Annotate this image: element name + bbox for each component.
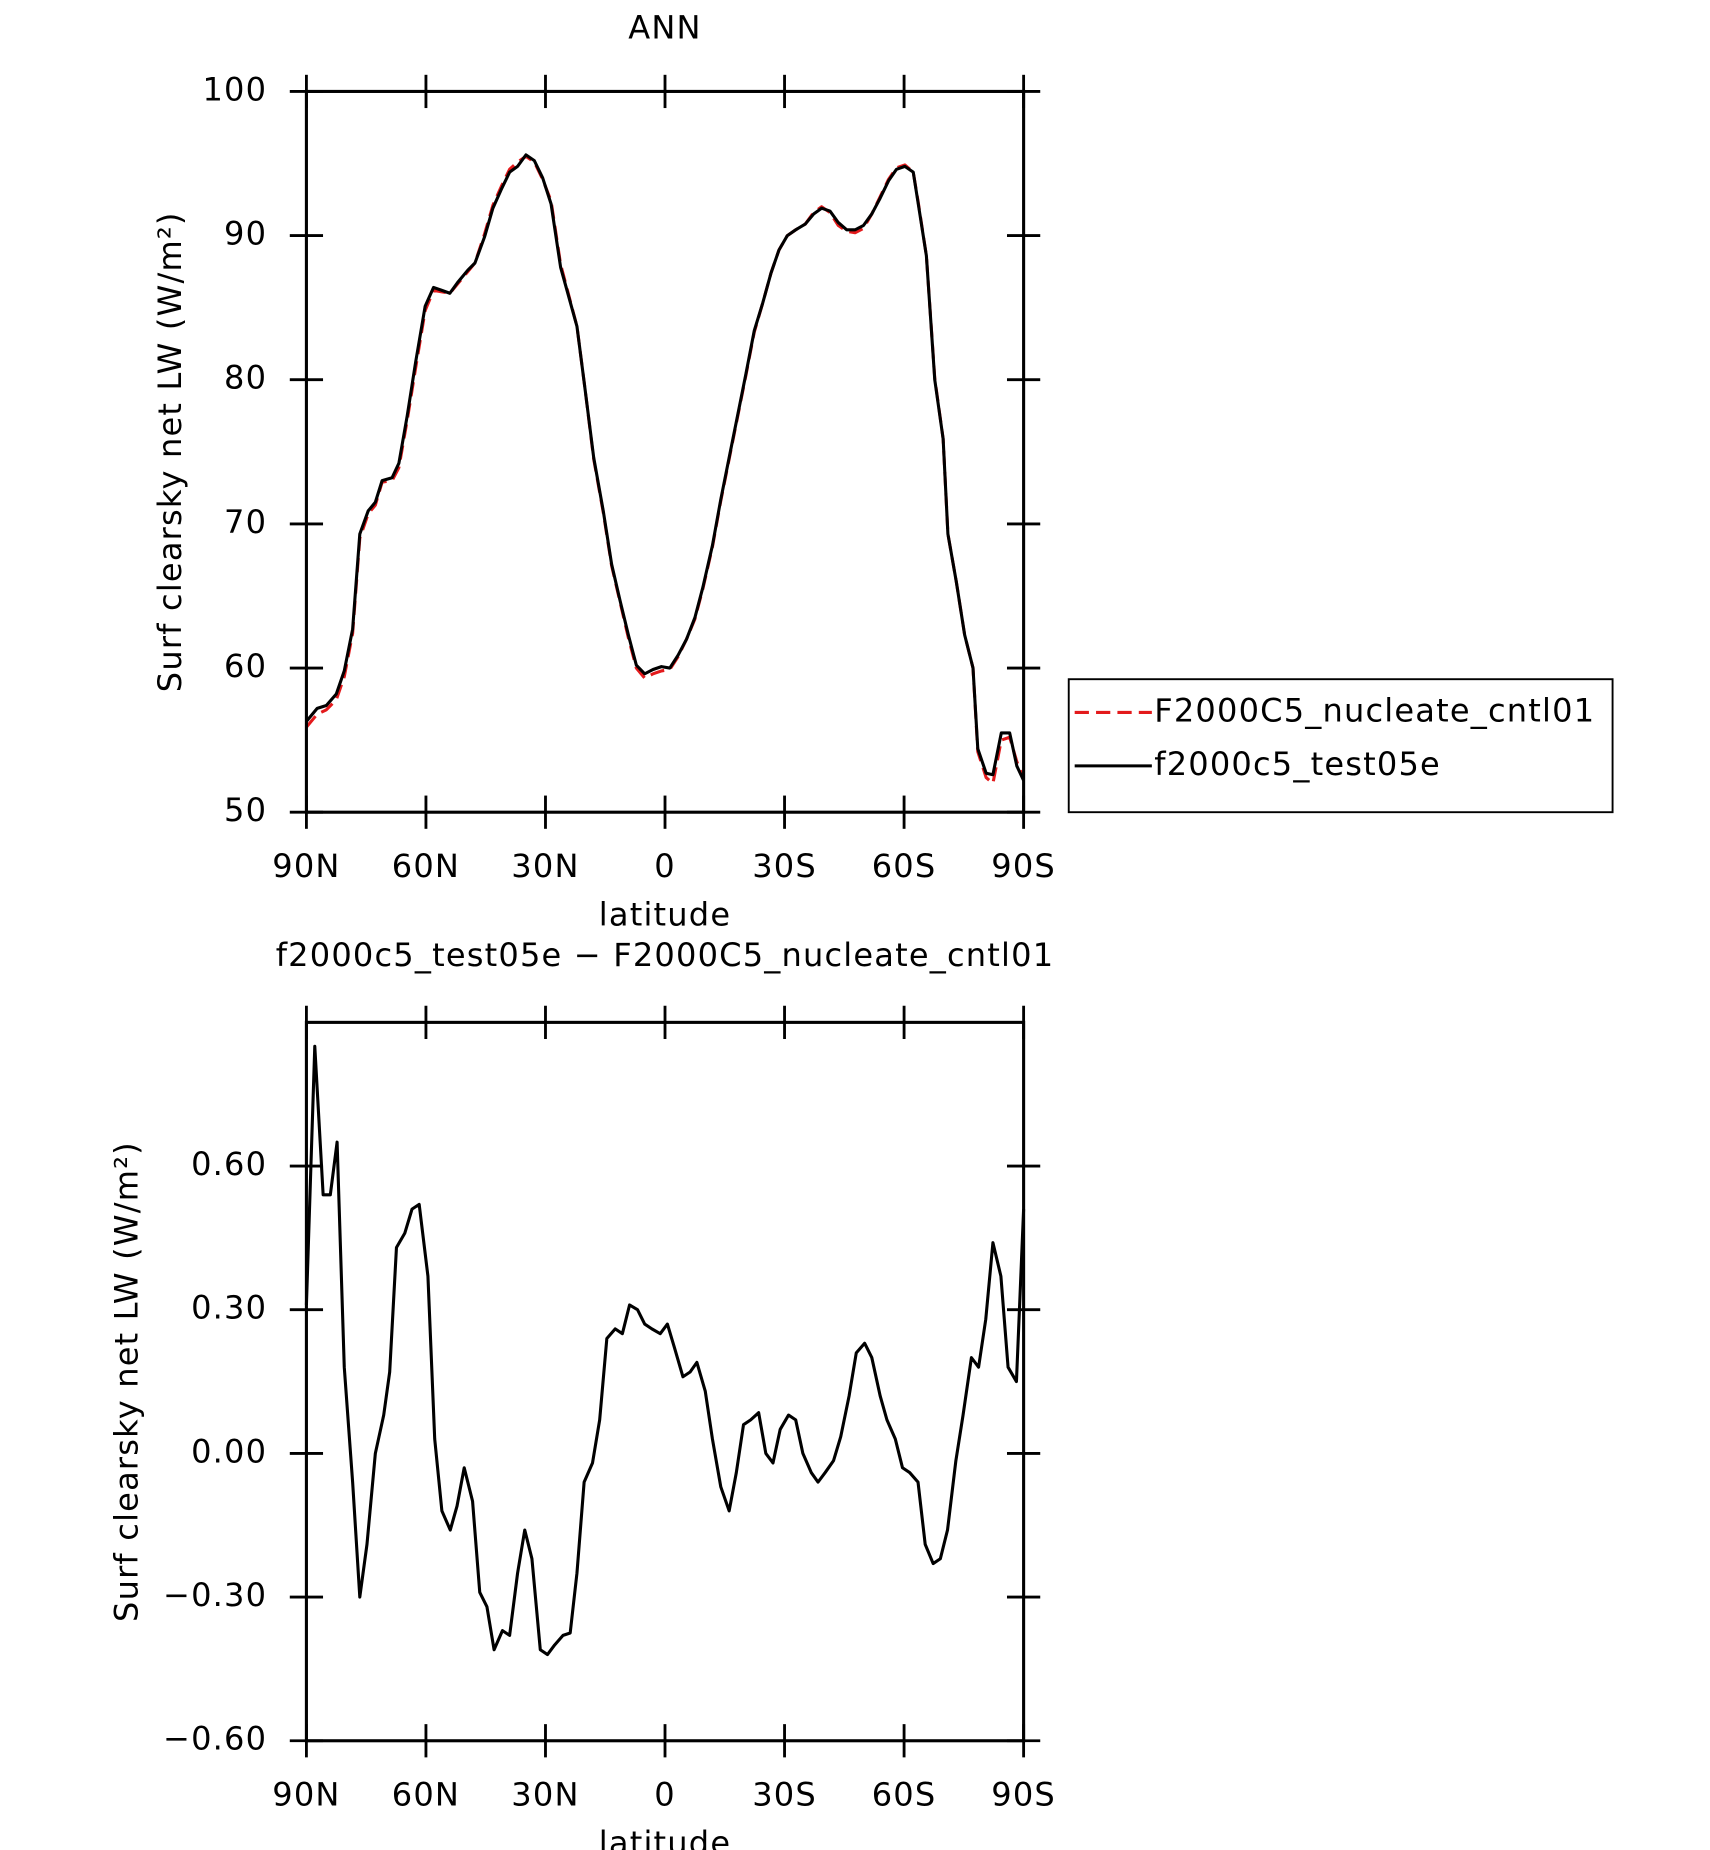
y-tick-label: 60	[224, 647, 267, 685]
y-axis-label: Surf clearsky net LW (W/m²)	[107, 1141, 145, 1622]
x-tick-label: 60S	[872, 1776, 937, 1814]
x-tick-label: 30N	[511, 1776, 579, 1814]
y-tick-label: 90	[224, 215, 267, 253]
x-tick-label: 30S	[752, 847, 817, 885]
x-tick-label: 90N	[272, 1776, 340, 1814]
data-line	[305, 153, 1026, 782]
x-tick-label: 60S	[872, 847, 937, 885]
x-tick-label: 90N	[272, 847, 340, 885]
y-tick-label: 80	[224, 359, 267, 397]
x-axis-label: latitude	[599, 1824, 731, 1850]
x-tick-label: 0	[654, 847, 676, 885]
x-tick-label: 0	[654, 1776, 676, 1814]
chart-title: ANN	[628, 9, 701, 47]
x-tick-label: 60N	[392, 1776, 460, 1814]
x-tick-label: 30S	[752, 1776, 817, 1814]
plot-frame	[304, 89, 1026, 814]
x-tick-label: 30N	[511, 847, 579, 885]
y-tick-label: 100	[202, 70, 267, 108]
y-tick-label: 50	[224, 791, 267, 829]
legend-label: f2000c5_test05e	[1154, 745, 1441, 783]
legend-box	[1067, 678, 1614, 814]
y-tick-label: −0.60	[163, 1720, 267, 1758]
y-tick-label: 0.00	[191, 1432, 267, 1470]
x-tick-label: 90S	[991, 1776, 1056, 1814]
x-tick-label: 60N	[392, 847, 460, 885]
y-axis-label: Surf clearsky net LW (W/m²)	[151, 211, 189, 692]
chart-title: f2000c5_test05e − F2000C5_nucleate_cntl0…	[276, 936, 1055, 974]
x-tick-label: 90S	[991, 847, 1056, 885]
y-tick-label: −0.30	[163, 1576, 267, 1614]
y-tick-label: 0.30	[191, 1289, 267, 1327]
y-tick-label: 0.60	[191, 1145, 267, 1183]
data-line	[304, 1044, 1026, 1657]
data-line	[305, 154, 1026, 785]
legend-label: F2000C5_nucleate_cntl01	[1154, 691, 1595, 729]
x-axis-label: latitude	[599, 896, 731, 934]
plot-frame	[304, 1020, 1026, 1743]
y-tick-label: 70	[224, 503, 267, 541]
